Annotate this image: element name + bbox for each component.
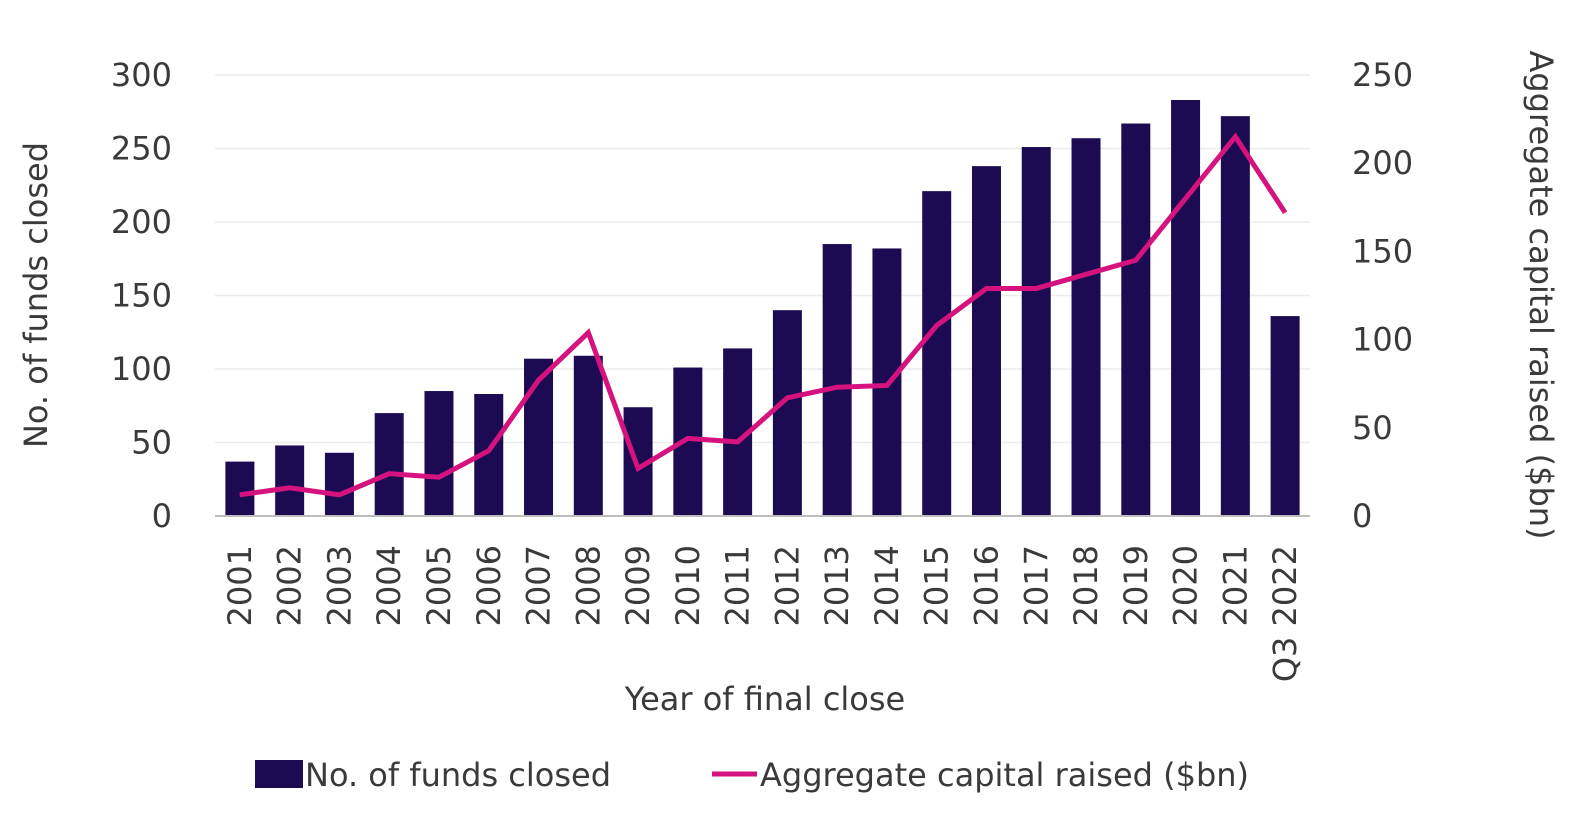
left-y-axis-ticks: 0 50 100 150 200 250 300	[111, 56, 172, 535]
line-point	[1035, 287, 1037, 289]
x-tick-label: 2005	[420, 545, 458, 626]
line-point	[687, 437, 689, 439]
right-y-tick-label: 50	[1352, 409, 1393, 447]
legend-label-line: Aggregate capital raised ($bn)	[760, 756, 1249, 794]
x-tick-label: 2001	[221, 545, 259, 626]
line-point	[985, 287, 987, 289]
left-y-tick-label: 250	[111, 130, 172, 168]
x-tick-label: 2002	[271, 545, 309, 626]
right-y-tick-label: 200	[1352, 144, 1413, 182]
line-point	[886, 384, 888, 386]
x-tick-label: 2021	[1216, 545, 1254, 626]
x-tick-label: 2014	[868, 545, 906, 626]
bar	[1071, 138, 1101, 516]
x-tick-label: 2018	[1067, 545, 1105, 626]
legend: No. of funds closed Aggregate capital ra…	[255, 756, 1249, 794]
bar	[324, 452, 354, 516]
x-tick-label: 2017	[1017, 545, 1055, 626]
line-point	[786, 397, 788, 399]
bar	[822, 244, 852, 517]
x-tick-label: 2011	[719, 545, 757, 626]
line-point	[936, 324, 938, 326]
line-point	[538, 379, 540, 381]
line-point	[289, 487, 291, 489]
bar	[1220, 116, 1250, 516]
line-point	[1085, 273, 1087, 275]
line-point	[637, 467, 639, 469]
right-y-axis-ticks: 0 50 100 150 200 250	[1352, 56, 1413, 535]
left-y-tick-label: 50	[131, 424, 172, 462]
left-y-axis-title: No. of funds closed	[17, 142, 55, 448]
legend-swatch-bars	[255, 760, 303, 788]
x-axis-ticks: 2001 2002 2003 2004 2005 2006 2007 2008 2009 2010…	[221, 545, 1304, 682]
bar	[573, 355, 603, 516]
line-point	[388, 473, 390, 475]
line-point	[1185, 197, 1187, 199]
bar-series	[225, 99, 1300, 517]
bar	[424, 391, 454, 516]
x-tick-label: 2015	[918, 545, 956, 626]
left-y-tick-label: 100	[111, 350, 172, 388]
bar	[1121, 123, 1151, 516]
line-point	[587, 332, 589, 334]
x-tick-label: 2004	[370, 545, 408, 626]
line-series	[239, 132, 1288, 498]
x-tick-label: 2020	[1167, 545, 1205, 626]
bar	[225, 461, 255, 516]
x-tick-label: 2007	[520, 545, 558, 626]
x-tick-label: 2012	[768, 545, 806, 626]
bar	[1270, 316, 1300, 516]
line-point	[1234, 136, 1236, 138]
bar	[1021, 147, 1051, 516]
right-y-tick-label: 100	[1352, 321, 1413, 359]
x-tick-label: 2006	[470, 545, 508, 626]
line-point	[438, 476, 440, 478]
x-tick-label: 2010	[669, 545, 707, 626]
bar	[922, 191, 952, 516]
bar	[971, 166, 1001, 516]
bar	[524, 358, 554, 516]
line-point	[737, 441, 739, 443]
x-tick-label: 2009	[619, 545, 657, 626]
x-tick-label: 2008	[569, 545, 607, 626]
left-y-tick-label: 300	[111, 56, 172, 94]
legend-label-bars: No. of funds closed	[305, 756, 611, 794]
bar	[1171, 99, 1201, 517]
left-y-tick-label: 0	[152, 497, 172, 535]
left-y-tick-label: 200	[111, 203, 172, 241]
x-tick-label: 2013	[818, 545, 856, 626]
x-tick-label: 2019	[1117, 545, 1155, 626]
line-point	[488, 450, 490, 452]
line-point	[1135, 259, 1137, 261]
right-y-axis-title: Aggregate capital raised ($bn)	[1522, 50, 1560, 539]
x-tick-label: 2016	[967, 545, 1005, 626]
right-y-tick-label: 0	[1352, 497, 1372, 535]
x-axis-title: Year of final close	[624, 680, 905, 718]
x-tick-label: Q3 2022	[1266, 545, 1304, 682]
line-point	[1284, 212, 1286, 214]
left-y-tick-label: 150	[111, 277, 172, 315]
capital-line	[239, 132, 1288, 498]
line-point	[338, 494, 340, 496]
right-y-tick-label: 250	[1352, 56, 1413, 94]
line-point	[239, 494, 241, 496]
right-y-tick-label: 150	[1352, 232, 1413, 270]
bar	[374, 413, 404, 516]
x-tick-label: 2003	[320, 545, 358, 626]
bar	[772, 310, 802, 516]
bar	[275, 445, 305, 516]
line-point	[836, 386, 838, 388]
